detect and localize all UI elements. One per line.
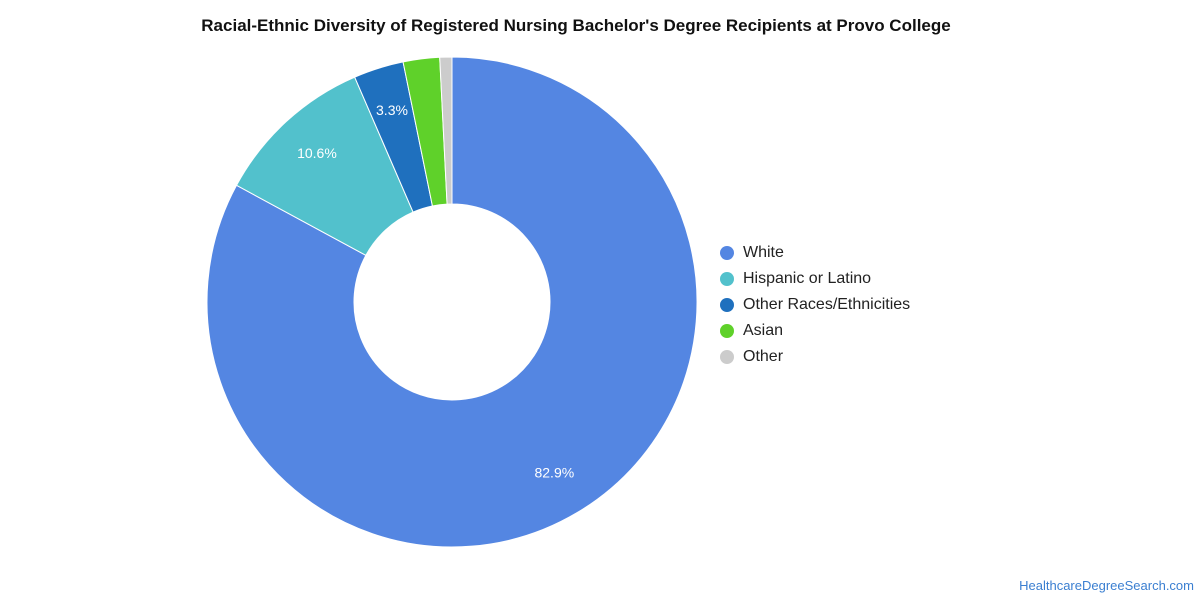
- legend-item[interactable]: Asian: [720, 318, 910, 344]
- chart-title: Racial-Ethnic Diversity of Registered Nu…: [201, 16, 951, 35]
- source-credit-link[interactable]: HealthcareDegreeSearch.com: [1019, 578, 1194, 593]
- legend-item[interactable]: Hispanic or Latino: [720, 266, 910, 292]
- legend-marker: [720, 324, 734, 338]
- legend: White Hispanic or Latino Other Races/Ethni…: [720, 240, 910, 370]
- legend-label: Asian: [743, 322, 784, 339]
- legend-item[interactable]: White: [720, 240, 910, 266]
- legend-label: Other Races/Ethnicities: [743, 296, 911, 313]
- legend-marker: [720, 298, 734, 312]
- donut-slices: [206, 56, 698, 548]
- legend-label: White: [743, 244, 784, 261]
- donut-slice-hispanic-or-latino[interactable]: [235, 76, 414, 257]
- donut-slice-other[interactable]: [439, 56, 453, 205]
- donut-slice-white[interactable]: [206, 56, 698, 548]
- slice-label: 82.9%: [534, 465, 574, 481]
- legend-item[interactable]: Other: [720, 344, 910, 370]
- legend-marker: [720, 246, 734, 260]
- legend-marker: [720, 350, 734, 364]
- slice-labels: 82.9% 10.6% 3.3%: [297, 102, 574, 481]
- legend-label: Other: [743, 348, 784, 365]
- legend-item[interactable]: Other Races/Ethnicities: [720, 292, 910, 318]
- slice-label: 3.3%: [376, 102, 408, 118]
- legend-marker: [720, 272, 734, 286]
- legend-label: Hispanic or Latino: [743, 270, 872, 287]
- slice-label: 10.6%: [297, 145, 337, 161]
